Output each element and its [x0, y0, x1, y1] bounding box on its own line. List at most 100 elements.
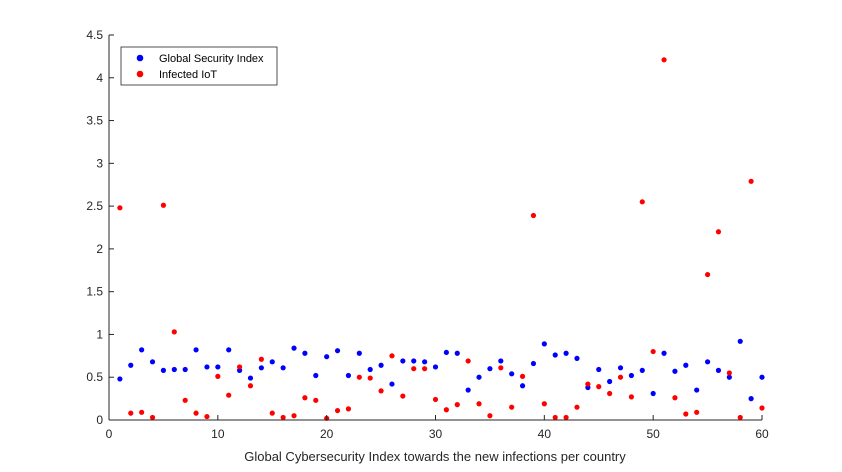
point-global-security-index: [574, 355, 580, 361]
point-global-security-index: [247, 375, 254, 381]
point-infected-iot: [694, 409, 700, 415]
x-tick-label: 10: [211, 427, 225, 441]
point-global-security-index: [661, 350, 667, 356]
y-tick-label: 0: [96, 413, 103, 427]
point-global-security-index: [291, 345, 297, 351]
point-global-security-index: [683, 362, 689, 368]
point-infected-iot: [628, 394, 635, 400]
x-tick-label: 30: [429, 427, 443, 441]
point-infected-iot: [160, 202, 167, 208]
point-global-security-index: [411, 358, 417, 364]
point-global-security-index: [204, 364, 210, 370]
point-infected-iot: [422, 366, 428, 372]
point-global-security-index: [345, 372, 352, 379]
point-global-security-index: [607, 378, 613, 385]
point-global-security-index: [596, 366, 602, 373]
point-infected-iot: [476, 401, 482, 407]
point-infected-iot: [683, 411, 689, 417]
point-global-security-index: [269, 359, 275, 365]
point-global-security-index: [465, 387, 471, 393]
point-infected-iot: [139, 409, 145, 415]
x-tick-label: 40: [538, 427, 552, 441]
y-tick-label: 1.5: [86, 285, 103, 299]
point-global-security-index: [400, 358, 406, 364]
point-global-security-index: [422, 359, 428, 365]
point-global-security-index: [182, 366, 188, 373]
point-infected-iot: [748, 178, 754, 184]
point-global-security-index: [672, 368, 678, 374]
y-tick-label: 4: [96, 71, 103, 85]
y-axis-ticks: 0 0.5 1 1.5 2 2.5 3 3.5 4 4.5: [86, 28, 114, 427]
point-global-security-index: [519, 383, 526, 389]
point-infected-iot: [215, 373, 221, 379]
point-global-security-index: [694, 387, 700, 393]
point-infected-iot: [389, 353, 395, 359]
point-global-security-index: [759, 374, 765, 380]
point-infected-iot: [400, 393, 406, 399]
point-infected-iot: [672, 395, 678, 401]
point-infected-iot: [607, 390, 613, 397]
point-infected-iot: [193, 410, 199, 416]
point-infected-iot: [171, 329, 177, 335]
point-infected-iot: [258, 356, 264, 362]
point-global-security-index: [258, 365, 264, 371]
point-infected-iot: [237, 364, 243, 370]
point-global-security-index: [487, 366, 493, 372]
x-tick-label: 20: [320, 427, 334, 441]
data-points: [117, 57, 765, 421]
point-global-security-index: [378, 362, 384, 368]
legend-label-infected-iot: Infected IoT: [159, 69, 217, 81]
legend-label-global-security-index: Global Security Index: [159, 53, 264, 65]
x-tick-label: 0: [106, 427, 113, 441]
point-global-security-index: [498, 358, 504, 364]
x-tick-label: 60: [755, 427, 769, 441]
point-global-security-index: [149, 359, 156, 365]
point-global-security-index: [617, 365, 624, 371]
point-global-security-index: [737, 338, 743, 344]
point-global-security-index: [715, 367, 722, 373]
point-infected-iot: [247, 383, 254, 389]
point-global-security-index: [432, 364, 439, 370]
point-infected-iot: [226, 392, 232, 398]
point-global-security-index: [726, 374, 732, 380]
point-infected-iot: [726, 370, 732, 376]
point-infected-iot: [204, 413, 210, 420]
point-infected-iot: [378, 388, 384, 394]
legend-box: [120, 46, 278, 86]
plot-area: [109, 35, 762, 420]
point-infected-iot: [269, 410, 275, 416]
point-infected-iot: [596, 384, 602, 390]
point-infected-iot: [552, 414, 558, 421]
point-global-security-index: [530, 360, 537, 367]
point-infected-iot: [432, 396, 439, 403]
y-tick-label: 4.5: [86, 28, 103, 42]
point-infected-iot: [509, 404, 515, 410]
point-global-security-index: [541, 341, 547, 347]
point-global-security-index: [628, 372, 635, 379]
point-infected-iot: [704, 271, 711, 278]
point-infected-iot: [302, 395, 308, 401]
point-infected-iot: [541, 401, 547, 407]
point-infected-iot: [117, 205, 123, 211]
point-global-security-index: [117, 376, 123, 382]
point-infected-iot: [356, 374, 362, 380]
x-tick-label: 50: [646, 427, 660, 441]
point-infected-iot: [454, 402, 460, 408]
point-infected-iot: [334, 407, 341, 414]
point-global-security-index: [367, 366, 373, 373]
point-global-security-index: [704, 359, 711, 365]
point-infected-iot: [574, 404, 580, 410]
point-infected-iot: [443, 407, 449, 413]
y-tick-label: 2.5: [86, 199, 103, 213]
point-global-security-index: [171, 366, 177, 373]
point-global-security-index: [334, 348, 341, 354]
x-axis-ticks: 0 10 20 30 40 50 60: [106, 415, 769, 441]
point-global-security-index: [639, 367, 645, 373]
point-infected-iot: [411, 366, 417, 372]
point-infected-iot: [128, 410, 134, 416]
point-global-security-index: [128, 362, 134, 368]
point-infected-iot: [345, 406, 352, 412]
point-infected-iot: [182, 397, 188, 403]
point-global-security-index: [160, 367, 167, 373]
